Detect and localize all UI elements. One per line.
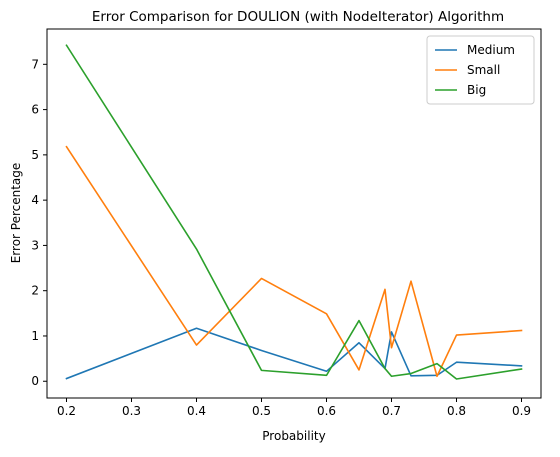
y-tick-label: 3 [31, 238, 39, 252]
x-axis-label: Probability [262, 429, 325, 443]
series-line-big [65, 44, 523, 380]
x-tick-label: 0.3 [122, 404, 141, 418]
series-line-small [65, 145, 523, 378]
legend-box [426, 35, 535, 105]
legend: Medium Small Big [426, 35, 535, 105]
legend-label: Small [467, 63, 500, 77]
plot-frame [46, 28, 542, 399]
chart-title: Error Comparison for DOULION (with NodeI… [92, 9, 504, 25]
y-tick-label: 2 [31, 284, 39, 298]
x-tick-label: 0.5 [252, 404, 271, 418]
series-line-medium [65, 327, 523, 380]
y-tick-label: 0 [31, 374, 39, 388]
legend-label: Medium [467, 43, 515, 57]
y-tick-label: 7 [31, 57, 39, 71]
y-tick-label: 4 [31, 193, 39, 207]
series-layer [65, 44, 523, 380]
legend-label: Big [467, 83, 486, 97]
x-tick-label: 0.6 [317, 404, 336, 418]
y-axis: 0 1 2 3 4 5 6 7 [31, 57, 47, 388]
y-tick-label: 1 [31, 329, 39, 343]
x-tick-label: 0.8 [447, 404, 466, 418]
y-axis-label: Error Percentage [9, 163, 23, 264]
y-tick-label: 5 [31, 148, 39, 162]
x-tick-label: 0.9 [512, 404, 531, 418]
x-tick-label: 0.4 [187, 404, 206, 418]
y-tick-label: 6 [31, 103, 39, 117]
x-tick-label: 0.2 [57, 404, 76, 418]
x-tick-label: 0.7 [382, 404, 401, 418]
x-axis: 0.2 0.3 0.4 0.5 0.6 0.7 0.8 0.9 [57, 398, 531, 418]
